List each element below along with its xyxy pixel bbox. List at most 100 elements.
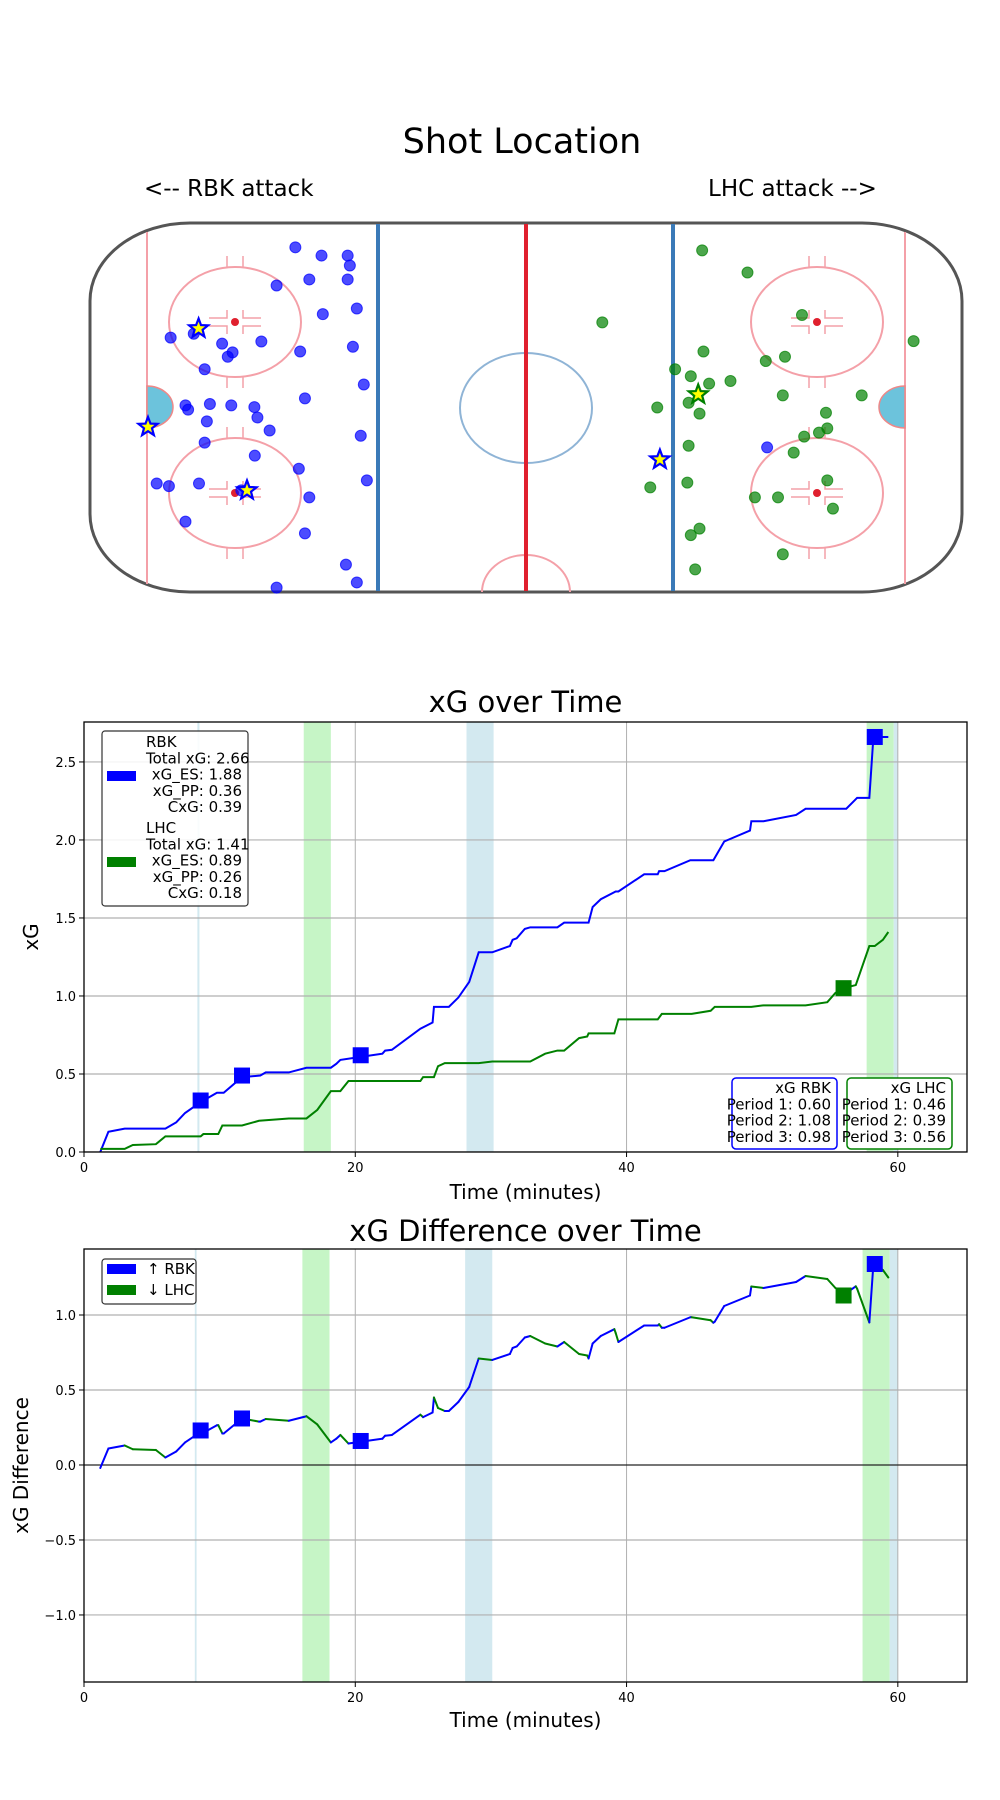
shot-dot-lhc: [669, 363, 682, 376]
x-tick-label: 40: [618, 1691, 635, 1706]
diff-segment-up: [723, 1294, 751, 1307]
diff-segment-up: [457, 1385, 471, 1403]
shot-dot-lhc: [703, 377, 716, 390]
legend-text: xG_ES: 1.88: [152, 766, 242, 785]
legend-text: LHC: [146, 819, 176, 837]
goal-marker-rbk: [866, 1255, 883, 1272]
diff-segment-up: [515, 1336, 526, 1348]
shot-dot-lhc: [693, 407, 706, 420]
goal-marker-rbk: [866, 728, 883, 745]
shot-dot-rbk: [248, 449, 261, 462]
shot-dot-rbk: [341, 273, 354, 286]
diff-segment-down: [264, 1417, 290, 1422]
legend-text: xG_PP: 0.36: [153, 782, 242, 801]
goal-star-rbk: [647, 446, 673, 471]
x-tick-label: 0: [80, 1691, 88, 1706]
shot-map-title: Shot Location: [403, 122, 642, 162]
legend-text: RBK: [146, 733, 178, 751]
shot-dot-rbk: [182, 403, 195, 416]
faceoff-circle: [168, 437, 302, 549]
goal-star-lhc: [685, 381, 711, 406]
diff-segment-up: [384, 1433, 393, 1437]
x-axis-label: Time (minutes): [449, 1180, 602, 1204]
diff-segment-up: [617, 1324, 646, 1343]
x-tick-label: 20: [347, 1161, 364, 1176]
shot-dot-rbk: [270, 581, 283, 594]
shot-dot-lhc: [759, 355, 772, 368]
diff-segment-down: [316, 1423, 332, 1444]
faceoff-hash-marks: [209, 256, 261, 388]
diff-segment-up: [591, 1334, 602, 1345]
diff-segment-up: [795, 1274, 807, 1283]
diff-segment-up: [107, 1444, 126, 1450]
shot-dot-lhc: [795, 309, 808, 322]
chart-title: xG over Time: [429, 685, 623, 719]
y-tick-label: 0.0: [55, 1146, 76, 1161]
legend-patch-rbk: [107, 771, 136, 781]
legend-text: xG_ES: 0.89: [152, 852, 242, 871]
shot-dot-rbk: [221, 350, 234, 363]
shot-dot-rbk: [216, 337, 229, 350]
diff-segment-up: [748, 1285, 753, 1297]
diff-segment-down: [750, 1285, 765, 1289]
diff-segment-down: [529, 1334, 547, 1345]
diff-segment-down: [563, 1340, 581, 1355]
diff-segment-up: [175, 1441, 187, 1453]
diff-segment-up: [259, 1417, 267, 1423]
period-xg-text: Period 1: 0.46: [842, 1095, 946, 1113]
diff-segment-down: [339, 1433, 350, 1445]
diff-segment-down: [881, 1268, 890, 1279]
shot-dot-rbk: [270, 279, 283, 292]
shot-dot-lhc: [776, 548, 789, 561]
shot-dot-rbk: [357, 378, 370, 391]
goal-star-rbk: [186, 315, 212, 340]
goal-marker-rbk: [192, 1092, 209, 1109]
y-tick-label: 0.0: [55, 1459, 76, 1474]
shot-dot-rbk: [343, 259, 356, 272]
period-xg-text: Period 2: 1.08: [727, 1112, 831, 1130]
shot-dot-rbk: [360, 474, 373, 487]
faceoff-dot: [813, 489, 821, 497]
goal-marker-rbk: [192, 1422, 209, 1439]
shot-dot-rbk: [294, 345, 307, 358]
shot-dot-rbk: [255, 335, 268, 348]
shot-dot-rbk: [164, 331, 177, 344]
goal-marker-rbk: [234, 1067, 251, 1084]
legend-patch-lhc: [107, 857, 136, 867]
x-axis-label: Time (minutes): [449, 1708, 602, 1732]
y-tick-label: −0.5: [44, 1534, 76, 1549]
chart-title: xG Difference over Time: [349, 1214, 701, 1248]
diff-segment-down: [154, 1448, 167, 1459]
goal-star-rbk: [135, 413, 161, 438]
period-xg-text: Period 3: 0.98: [727, 1128, 831, 1146]
diff-segment-up: [329, 1437, 338, 1444]
shot-dot-rbk: [225, 399, 238, 412]
series-line-lhc: [100, 931, 890, 1150]
diff-segment-up: [491, 1352, 511, 1361]
shot-dot-lhc: [697, 345, 710, 358]
diff-segment-down: [123, 1444, 134, 1451]
shot-dot-rbk: [193, 477, 205, 490]
x-tick-label: 0: [80, 1161, 88, 1176]
shaded-region: [303, 722, 331, 1152]
y-tick-label: 1.5: [55, 912, 76, 927]
diff-segment-down: [856, 1287, 871, 1324]
shot-dot-rbk: [315, 249, 328, 262]
hockey-rink: [88, 221, 964, 594]
xg-over-time-chart: 0 20 40 60 0.0 0.5 1.0 1.5 2.0 2.5 xG over Time Tim…: [19, 685, 968, 1204]
shot-dot-rbk: [289, 241, 302, 254]
shot-dot-rbk: [198, 436, 211, 449]
diff-segment-up: [390, 1413, 422, 1436]
legend-text: xG_PP: 0.26: [153, 868, 242, 887]
x-tick-label: 60: [890, 1691, 907, 1706]
diff-segment-up: [556, 1340, 566, 1348]
shot-dot-lhc: [748, 491, 761, 504]
y-tick-label: 0.5: [55, 1068, 76, 1083]
shot-dot-lhc: [798, 430, 811, 443]
diff-segment-down: [690, 1316, 712, 1322]
x-tick-label: 40: [618, 1161, 635, 1176]
diff-segment-up: [99, 1447, 110, 1469]
y-axis-label: xG: [19, 923, 43, 950]
